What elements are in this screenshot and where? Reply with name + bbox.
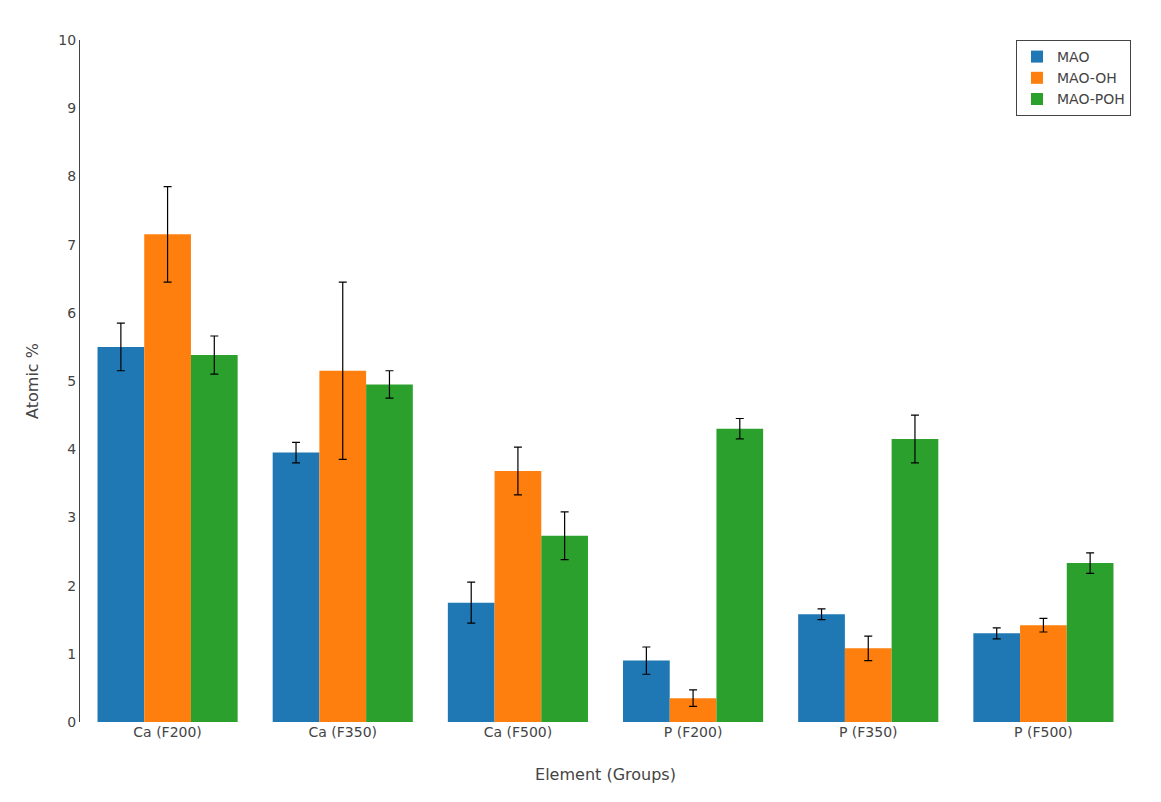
svg-text:5: 5 [67,373,76,389]
svg-text:9: 9 [67,100,76,116]
svg-text:Element (Groups): Element (Groups) [535,765,676,784]
svg-text:MAO: MAO [1057,49,1089,65]
svg-text:4: 4 [67,441,76,457]
svg-text:P (F350): P (F350) [839,724,898,740]
svg-text:2: 2 [67,578,76,594]
svg-text:10: 10 [58,32,76,48]
svg-text:Ca (F200): Ca (F200) [133,724,202,740]
svg-text:Ca (F350): Ca (F350) [308,724,377,740]
svg-text:MAO-POH: MAO-POH [1057,91,1125,107]
svg-text:6: 6 [67,305,76,321]
svg-text:Ca (F500): Ca (F500) [484,724,553,740]
svg-text:P (F200): P (F200) [664,724,723,740]
svg-text:3: 3 [67,509,76,525]
svg-text:P (F500): P (F500) [1014,724,1073,740]
svg-text:1: 1 [67,646,76,662]
svg-text:7: 7 [67,237,76,253]
svg-text:Atomic %: Atomic % [23,343,42,419]
svg-text:0: 0 [67,714,76,730]
svg-text:MAO-OH: MAO-OH [1057,70,1117,86]
svg-text:8: 8 [67,168,76,184]
